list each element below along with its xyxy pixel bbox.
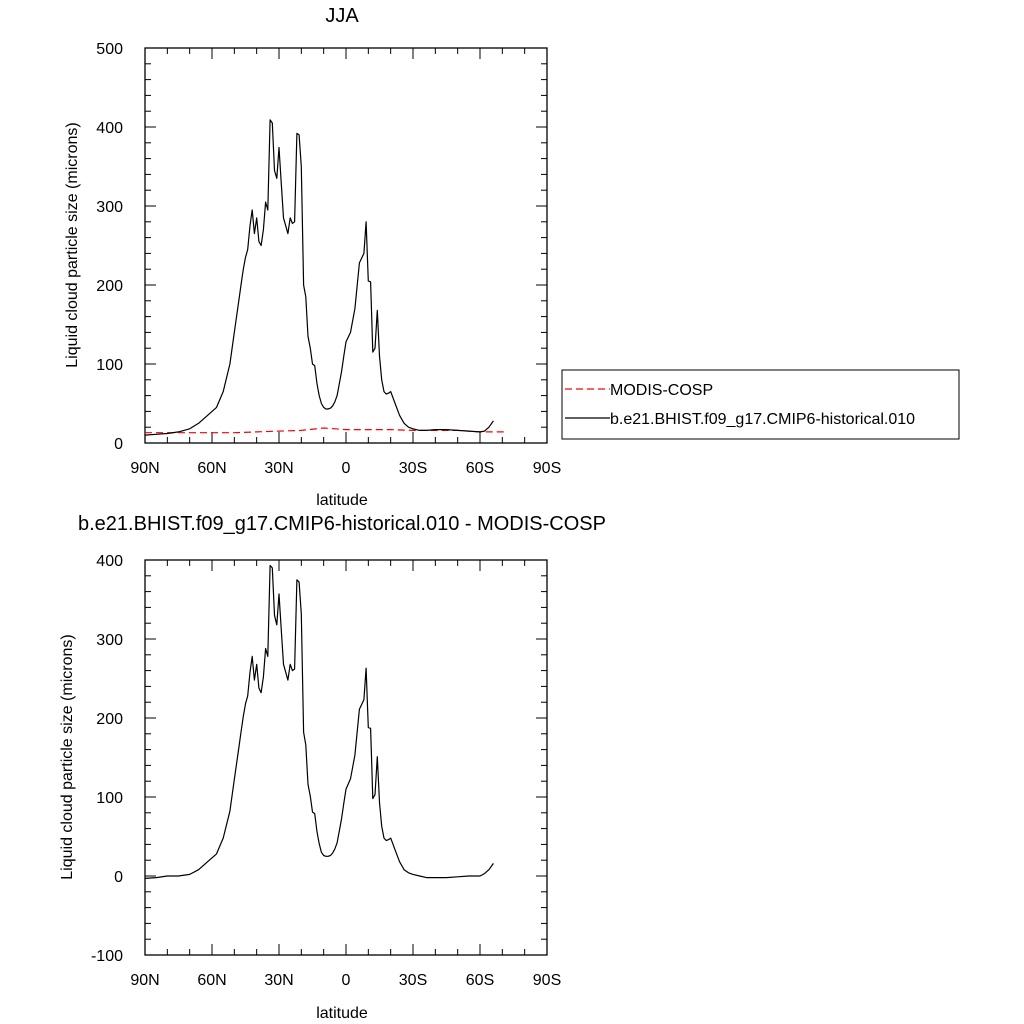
bottom-chart-y-tick-label: 100 <box>96 790 123 807</box>
top-chart-x-tick-label: 60S <box>466 460 494 477</box>
top-chart-series-line-1 <box>145 119 494 436</box>
top-chart-x-tick-label: 30S <box>399 460 427 477</box>
top-chart-y-axis-label: Liquid cloud particle size (microns) <box>64 122 81 367</box>
top-chart-y-tick-label: 500 <box>96 41 123 58</box>
bottom-chart-y-tick-label: 300 <box>96 632 123 649</box>
bottom-chart-x-tick-label: 30N <box>264 972 293 989</box>
top-chart-x-axis-label: latitude <box>316 492 368 509</box>
top-chart-x-tick-label: 30N <box>264 460 293 477</box>
top-chart-x-tick-label: 0 <box>342 460 351 477</box>
bottom-chart-x-tick-label: 60N <box>197 972 226 989</box>
bottom-chart-x-tick-label: 0 <box>342 972 351 989</box>
bottom-chart-x-tick-label: 90S <box>533 972 561 989</box>
top-chart-title: JJA <box>325 5 359 27</box>
top-chart-x-tick-label: 60N <box>197 460 226 477</box>
top-chart-y-tick-label: 100 <box>96 357 123 374</box>
bottom-chart-panel: b.e21.BHIST.f09_g17.CMIP6-historical.010… <box>59 513 606 1022</box>
top-chart-x-tick-label: 90N <box>130 460 159 477</box>
bottom-chart-series-line-0 <box>145 564 494 879</box>
legend-box <box>561 369 960 440</box>
bottom-chart-x-axis-label: latitude <box>316 1005 368 1022</box>
bottom-chart-y-axis-label: Liquid cloud particle size (microns) <box>59 634 76 879</box>
bottom-chart-title: b.e21.BHIST.f09_g17.CMIP6-historical.010… <box>78 513 606 535</box>
legend-label-modis-cosp: MODIS-COSP <box>610 382 713 399</box>
legend-label-model: b.e21.BHIST.f09_g17.CMIP6-historical.010 <box>610 411 915 428</box>
bottom-chart-y-tick-label: 200 <box>96 711 123 728</box>
top-chart-series-line-0 <box>145 427 507 434</box>
bottom-chart-y-tick-label: -100 <box>91 948 123 965</box>
top-chart-y-tick-label: 200 <box>96 278 123 295</box>
top-chart-y-tick-label: 0 <box>114 436 123 453</box>
top-chart-plot-frame <box>144 47 548 444</box>
bottom-chart-plot-frame <box>144 559 548 956</box>
top-chart-y-tick-label: 400 <box>96 120 123 137</box>
top-chart-x-tick-label: 90S <box>533 460 561 477</box>
legend: MODIS-COSP b.e21.BHIST.f09_g17.CMIP6-his… <box>561 369 960 440</box>
bottom-chart-x-tick-label: 90N <box>130 972 159 989</box>
bottom-chart-x-tick-label: 60S <box>466 972 494 989</box>
bottom-chart-y-tick-label: 400 <box>96 553 123 570</box>
bottom-chart-x-tick-label: 30S <box>399 972 427 989</box>
top-chart-panel: JJA latitude Liquid cloud particle size … <box>64 5 561 509</box>
top-chart-y-tick-label: 300 <box>96 199 123 216</box>
bottom-chart-y-tick-label: 0 <box>114 869 123 886</box>
